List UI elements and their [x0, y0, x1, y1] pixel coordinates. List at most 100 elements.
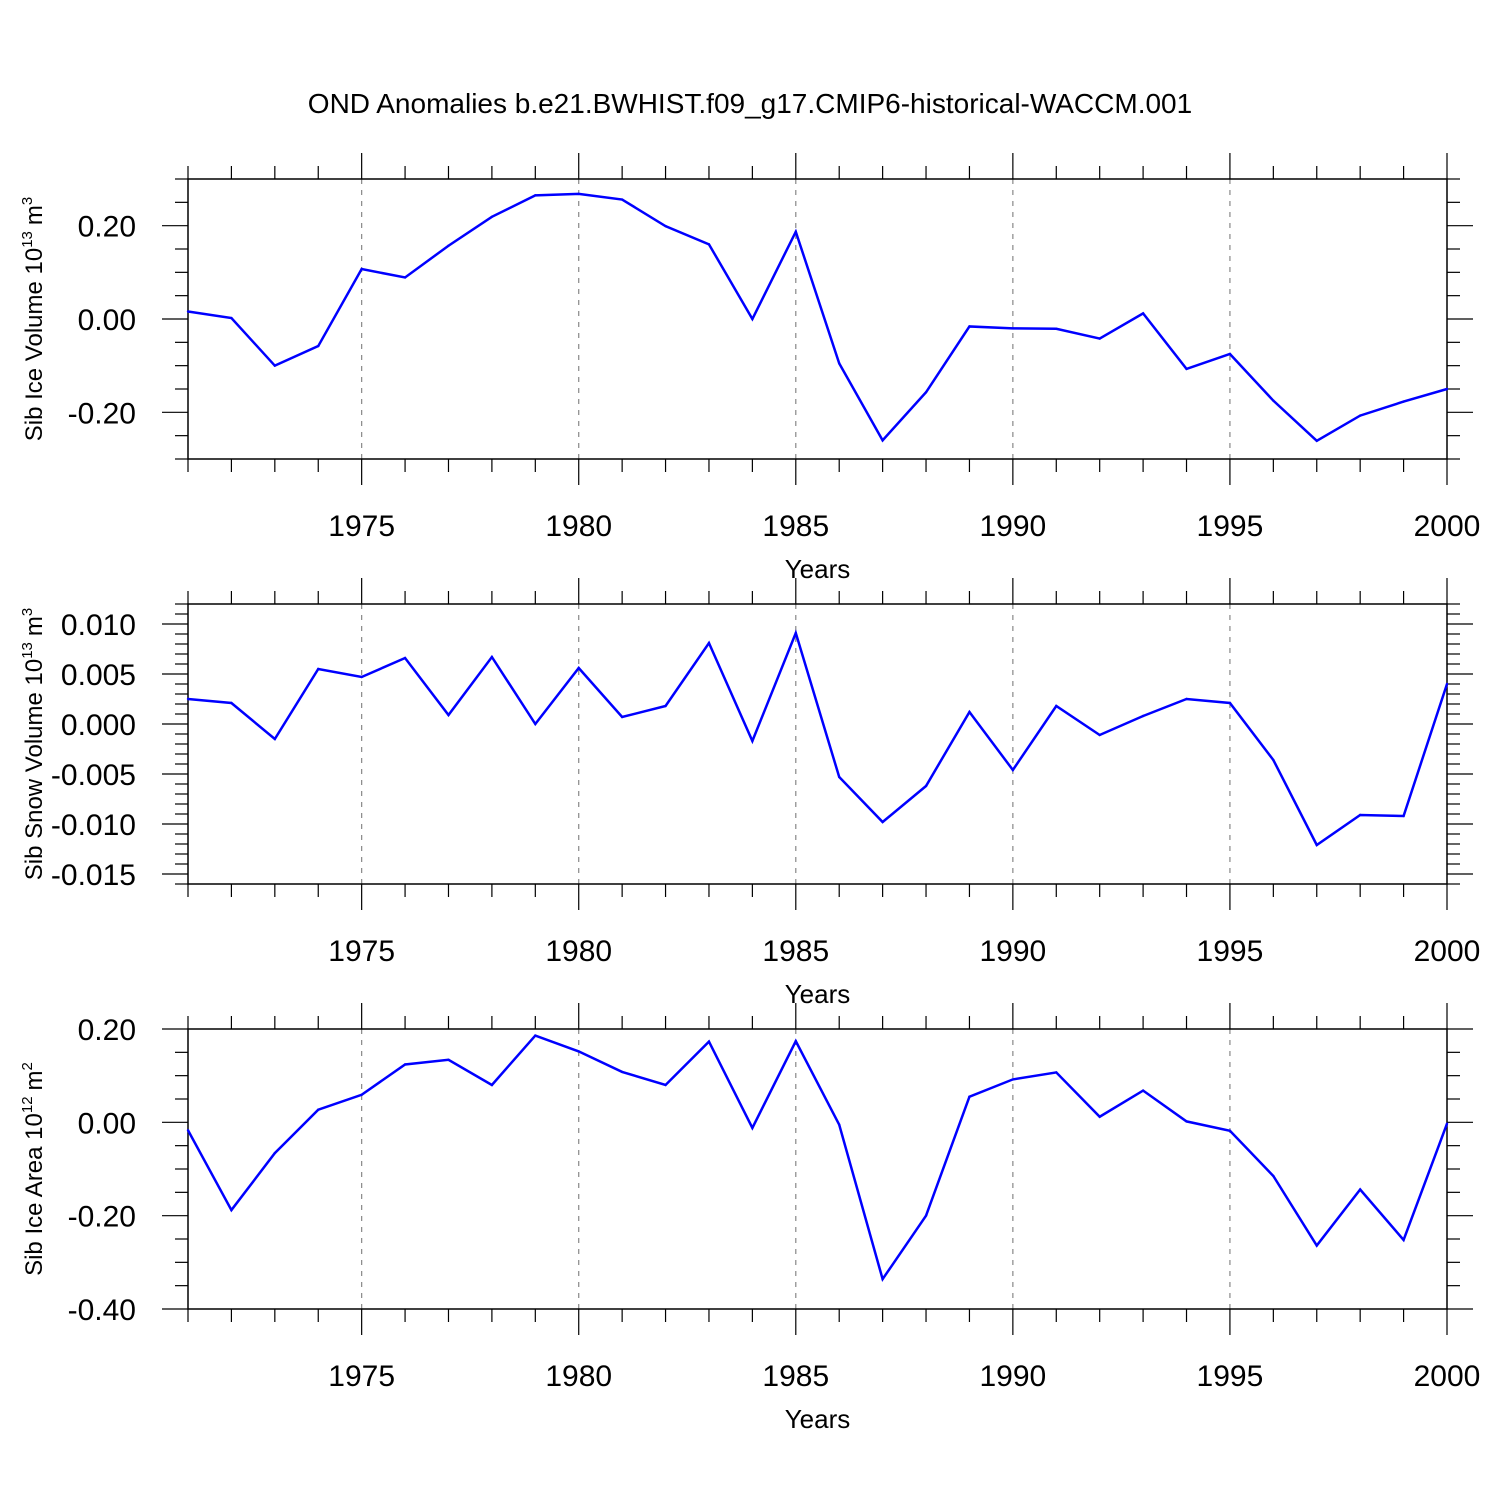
y-tick-label: 0.20: [78, 211, 136, 244]
data-point: [1315, 1244, 1318, 1247]
data-point: [186, 697, 190, 701]
data-point: [881, 820, 884, 824]
x-tick-label: 1985: [762, 510, 829, 543]
y-axis-title-unit: m: [21, 1070, 48, 1090]
data-point: [317, 1108, 320, 1111]
x-tick-label: 1980: [545, 1360, 612, 1393]
data-point: [1315, 439, 1318, 442]
y-tick-label: 0.00: [78, 304, 136, 337]
series-line-sib-ice-area: [186, 1034, 1449, 1283]
series-line-sib-ice-volume: [187, 192, 1448, 443]
x-tick-label: 1980: [545, 935, 612, 968]
data-point: [534, 194, 537, 197]
data-point: [664, 704, 667, 708]
data-point: [881, 1277, 884, 1281]
data-point: [447, 1058, 450, 1062]
y-tick-label: 0.000: [61, 709, 136, 742]
data-point: [1011, 327, 1015, 330]
data-point: [1055, 1071, 1058, 1074]
data-point: [1055, 704, 1058, 708]
x-tick-label: 1990: [979, 1360, 1046, 1393]
data-point: [230, 316, 233, 320]
y-axis-title-unit-exponent: 2: [19, 1062, 36, 1070]
y-tick-label: -0.015: [51, 859, 136, 892]
data-point: [1315, 843, 1318, 847]
x-tick-label: 1975: [328, 510, 395, 543]
y-tick-label: 0.00: [78, 1107, 136, 1140]
data-point: [1445, 1122, 1449, 1125]
y-tick-label: -0.010: [51, 809, 136, 842]
data-point: [360, 675, 363, 679]
y-axis-title-unit: m: [21, 616, 48, 636]
data-point: [1098, 1115, 1101, 1118]
y-axis-title-main: Sib Ice Area 10: [21, 1113, 48, 1276]
data-point: [838, 1123, 841, 1126]
data-point: [1445, 682, 1449, 686]
data-point: [968, 710, 971, 714]
y-axis-title-unit-exponent: 3: [19, 197, 36, 205]
y-tick-label: -0.40: [68, 1294, 136, 1327]
x-tick-label: 1995: [1197, 510, 1264, 543]
x-tick-label: 2000: [1414, 510, 1481, 543]
y-axis-title: Sib Ice Volume 1013 m3: [19, 197, 48, 441]
y-tick-label: -0.20: [68, 1201, 136, 1234]
y-tick-label: 0.005: [61, 659, 136, 692]
data-point: [751, 1126, 754, 1130]
chart-title: OND Anomalies b.e21.BWHIST.f09_g17.CMIP6…: [307, 88, 1193, 119]
data-point: [794, 230, 797, 233]
plot-frame: [187, 178, 1448, 460]
plot-frame: [187, 603, 1448, 885]
x-axis-title: Years: [785, 554, 851, 584]
data-point: [881, 439, 884, 442]
data-point: [1272, 1174, 1275, 1178]
data-point: [924, 391, 928, 394]
data-point: [447, 713, 450, 717]
data-point: [534, 1034, 537, 1037]
data-point: [403, 656, 407, 660]
data-point: [1228, 1129, 1232, 1132]
data-point: [1185, 367, 1188, 371]
data-point: [317, 667, 320, 671]
data-point: [1055, 327, 1058, 330]
data-point: [924, 784, 928, 788]
y-axis-title-exponent: 12: [19, 1096, 36, 1113]
y-axis-title-unit-exponent: 3: [19, 608, 36, 616]
chart-panel-3: -0.40 -0.20 0.00 0.20 1975 1980 1985 1990 1995 20…: [19, 1003, 1480, 1434]
y-axis-title-main: Sib Ice Volume 10: [21, 248, 48, 441]
data-point: [230, 701, 233, 705]
data-point: [664, 224, 667, 228]
data-point: [1272, 399, 1275, 402]
y-axis-title-main: Sib Snow Volume 10: [21, 659, 48, 880]
data-point: [794, 1039, 797, 1043]
x-tick-label: 1975: [328, 935, 395, 968]
data-point: [577, 666, 580, 670]
data-point: [707, 641, 711, 645]
plot-frame: [187, 1028, 1448, 1310]
data-point: [838, 775, 841, 779]
data-point: [1402, 400, 1405, 403]
x-tick-label: 2000: [1414, 1360, 1481, 1393]
data-point: [577, 192, 580, 196]
data-point: [360, 267, 363, 271]
y-axis-title: Sib Ice Area 1012 m2: [19, 1062, 48, 1276]
data-point: [1358, 1188, 1362, 1191]
data-point: [707, 1040, 711, 1043]
y-axis-title: Sib Snow Volume 1013 m3: [19, 608, 48, 881]
x-tick-label: 1995: [1197, 1360, 1264, 1393]
data-point: [230, 1208, 233, 1212]
y-tick-label: -0.005: [51, 759, 136, 792]
data-point: [751, 739, 754, 743]
data-point: [1098, 337, 1101, 340]
data-point: [1402, 1238, 1405, 1242]
data-point: [360, 1093, 363, 1097]
x-tick-label: 1985: [762, 935, 829, 968]
data-point: [664, 1083, 667, 1087]
data-point: [1185, 1120, 1188, 1123]
x-tick-label: 1990: [979, 935, 1046, 968]
data-point: [490, 655, 494, 659]
y-axis-title-unit: m: [21, 205, 48, 225]
data-point: [620, 1070, 624, 1074]
data-point: [1185, 697, 1188, 701]
data-point: [186, 1129, 190, 1132]
